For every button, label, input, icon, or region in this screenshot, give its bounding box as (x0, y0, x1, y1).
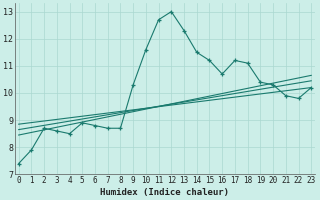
X-axis label: Humidex (Indice chaleur): Humidex (Indice chaleur) (100, 188, 229, 197)
